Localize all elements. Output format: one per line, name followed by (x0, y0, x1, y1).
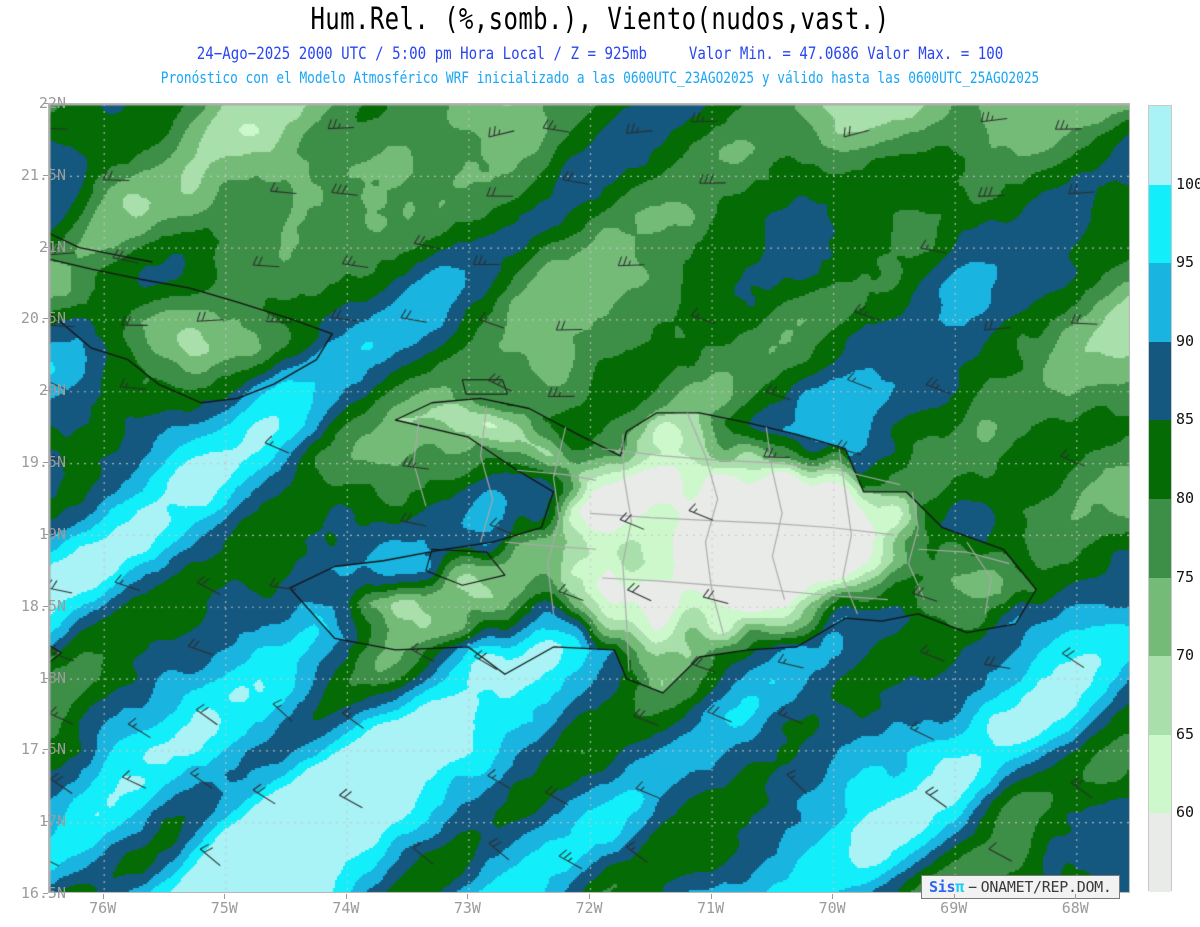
humidity-contour-canvas (49, 104, 1129, 892)
x-axis-label: 73W (453, 899, 481, 917)
y-axis-tick (43, 103, 48, 104)
colorbar-tick-label: 100 (1176, 174, 1200, 193)
colorbar-tick-label: 60 (1176, 803, 1195, 822)
x-axis-label: 70W (818, 899, 846, 917)
colorbar (1148, 105, 1172, 892)
y-axis-tick (43, 605, 48, 607)
x-axis-label: 71W (697, 899, 725, 917)
brand-sis-label: Sis (929, 878, 956, 896)
y-axis-label: 22N (38, 94, 66, 112)
x-axis-tick (710, 894, 712, 899)
x-axis-tick (224, 894, 226, 899)
y-axis-tick (43, 893, 48, 894)
colorbar-tick-label: 90 (1176, 331, 1195, 350)
y-axis-tick (43, 821, 48, 823)
colorbar-band (1149, 734, 1171, 814)
forecast-meta-line: 24−Ago−2025 2000 UTC / 5:00 pm Hora Loca… (102, 44, 1098, 64)
colorbar-tick-label: 65 (1176, 724, 1195, 743)
colorbar-band (1149, 498, 1171, 578)
y-axis-label: 19N (38, 524, 66, 543)
x-axis-tick (953, 894, 955, 899)
y-axis-label: 18N (38, 668, 66, 687)
colorbar-band (1149, 420, 1171, 499)
y-axis-tick (43, 246, 48, 248)
y-axis-label: 20N (38, 381, 66, 400)
colorbar-tick-label: 70 (1176, 646, 1195, 665)
colorbar-tick-label: 85 (1176, 410, 1195, 429)
x-axis-tick (467, 894, 469, 899)
map-plot-area[interactable] (48, 103, 1130, 893)
colorbar-band (1149, 263, 1171, 342)
x-axis-tick (1075, 894, 1077, 899)
y-axis-tick (43, 174, 48, 176)
y-axis-tick (43, 318, 48, 320)
y-axis-tick (43, 390, 48, 392)
agency-name: ONAMET/REP.DOM. (980, 878, 1112, 896)
y-axis-label: 21N (38, 237, 66, 256)
colorbar-tick-label: 75 (1176, 567, 1195, 586)
brand-pi-icon: π (955, 878, 964, 896)
colorbar-tick-label: 95 (1176, 253, 1195, 272)
x-axis-tick (345, 894, 347, 899)
colorbar-band (1149, 184, 1171, 264)
y-axis-label: 17N (38, 812, 66, 831)
x-axis-label: 74W (332, 899, 360, 917)
colorbar-band (1149, 577, 1171, 657)
x-axis-label: 72W (575, 899, 603, 917)
y-axis-tick (43, 462, 48, 464)
y-axis-tick (43, 533, 48, 535)
x-axis-tick (589, 894, 590, 899)
value-range: Valor Min. = 47.0686 Valor Max. = 100 (688, 44, 1004, 64)
forecast-datetime: 24−Ago−2025 2000 UTC / 5:00 pm Hora Loca… (196, 44, 647, 64)
colorbar-tick-label: 80 (1176, 489, 1195, 507)
x-axis-label: 69W (940, 899, 968, 917)
x-axis-label: 75W (210, 899, 238, 917)
y-axis-tick (43, 677, 48, 679)
x-axis-tick (102, 894, 104, 899)
colorbar-band (1149, 656, 1171, 735)
colorbar-band (1149, 341, 1171, 421)
chart-header: Hum.Rel. (%,somb.), Viento(nudos,vast.) … (0, 0, 1200, 95)
x-axis-tick (832, 894, 834, 899)
colorbar-band (1149, 106, 1171, 185)
page-title: Hum.Rel. (%,somb.), Viento(nudos,vast.) (310, 2, 890, 37)
x-axis-label: 76W (89, 899, 117, 917)
watermark-separator: − (967, 878, 977, 896)
model-description-line: Pronóstico con el Modelo Atmosférico WRF… (160, 68, 1040, 87)
colorbar-band (1149, 813, 1171, 892)
agency-watermark: Sis π − ONAMET/REP.DOM. (921, 875, 1120, 899)
y-axis-tick (43, 749, 48, 751)
x-axis-label: 68W (1061, 899, 1089, 917)
